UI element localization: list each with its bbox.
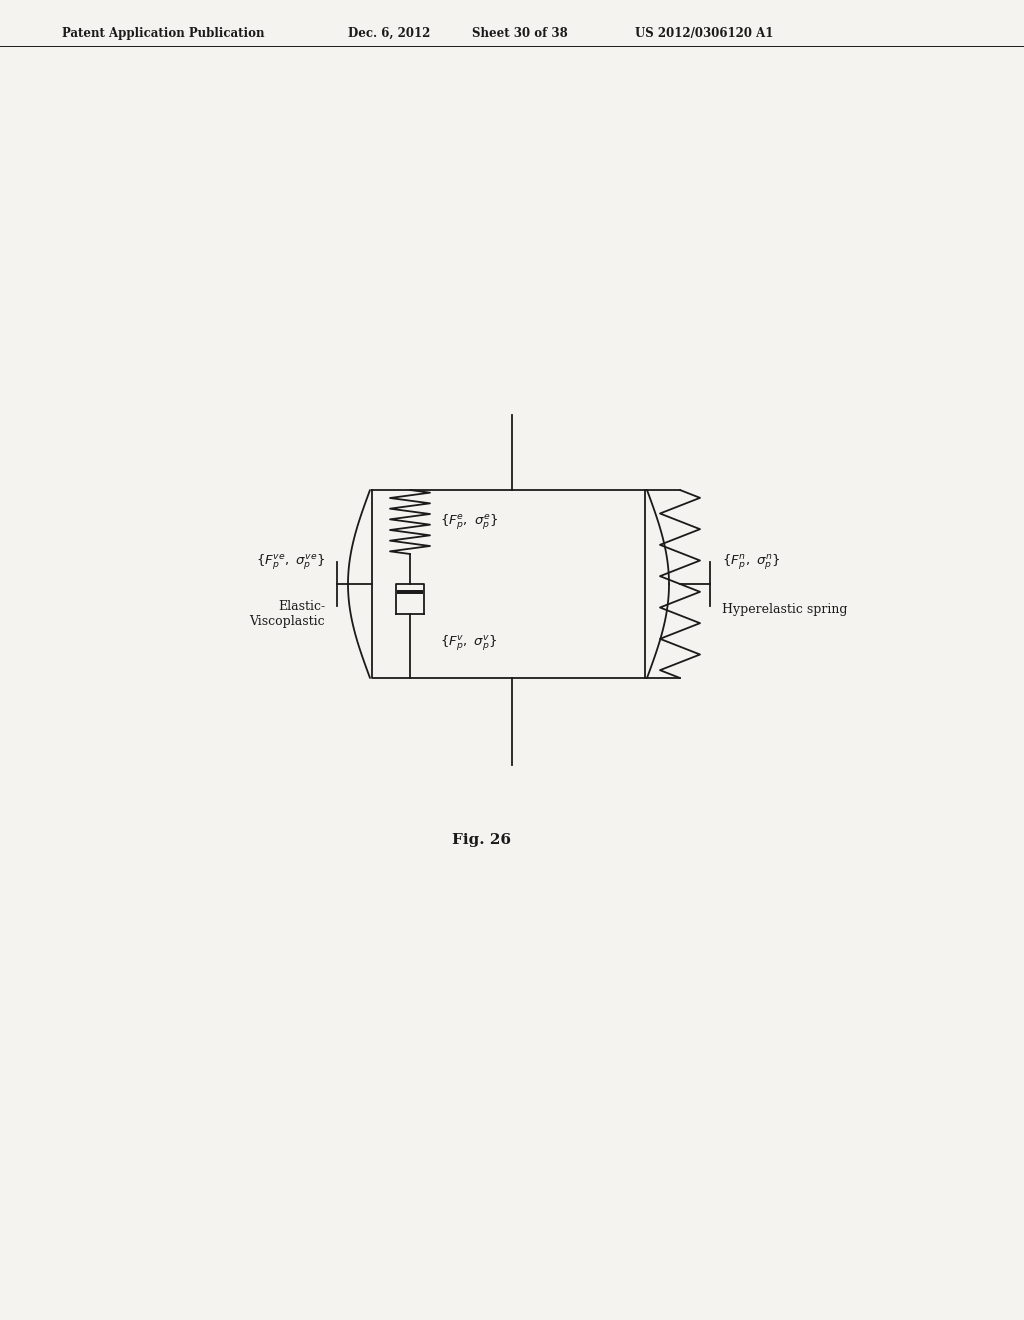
Text: Elastic-
Viscoplastic: Elastic- Viscoplastic (250, 599, 325, 628)
Text: Patent Application Publication: Patent Application Publication (62, 26, 264, 40)
Text: $\{F_p^v,\ \sigma_p^v\}$: $\{F_p^v,\ \sigma_p^v\}$ (440, 634, 498, 652)
Text: US 2012/0306120 A1: US 2012/0306120 A1 (635, 26, 773, 40)
Text: $\{F_p^n,\ \sigma_p^n\}$: $\{F_p^n,\ \sigma_p^n\}$ (722, 552, 780, 572)
Text: $\{F_p^{ve},\ \sigma_p^{ve}\}$: $\{F_p^{ve},\ \sigma_p^{ve}\}$ (256, 552, 325, 572)
Text: Sheet 30 of 38: Sheet 30 of 38 (472, 26, 567, 40)
Text: Dec. 6, 2012: Dec. 6, 2012 (348, 26, 430, 40)
Text: $\{F_p^e,\ \sigma_p^e\}$: $\{F_p^e,\ \sigma_p^e\}$ (440, 512, 498, 532)
Text: Fig. 26: Fig. 26 (453, 833, 512, 847)
Text: Hyperelastic spring: Hyperelastic spring (722, 602, 848, 615)
